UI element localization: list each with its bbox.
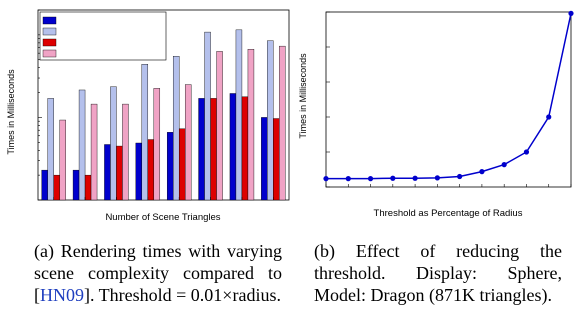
chart-b-point-10 (546, 114, 552, 120)
chart-a-plot-frame (37, 9, 290, 201)
bar-216K-2 (172, 56, 180, 201)
chart-b-point-0 (323, 176, 329, 182)
chart-b-point-3 (390, 175, 396, 181)
chart-b-y-axis-label: Times in Milliseconds (298, 53, 308, 139)
chart-a-legend-box (39, 11, 167, 61)
bar-160K-4 (153, 88, 161, 201)
chart-a-x-axis-label: Number of Scene Triangles (105, 212, 220, 223)
chart-b-point-4 (412, 175, 418, 181)
caption-a: (a) Rendering times with varying scene c… (34, 240, 282, 306)
bar-216K-4 (184, 84, 192, 201)
bar-chart-render-times: Times in Milliseconds Number of Scene Tr… (6, 9, 290, 223)
line-chart-threshold: Times in Milliseconds Threshold as Perce… (298, 10, 574, 219)
legend-swatch-4 (42, 49, 57, 58)
chart-b-point-11 (568, 10, 574, 16)
chart-b-point-2 (367, 176, 374, 182)
chart-b-x-axis-label: Threshold as Percentage of Radius (374, 208, 523, 219)
bar-69K-2 (78, 89, 86, 201)
chart-a-y-axis-label: Times in Milliseconds (6, 69, 16, 155)
caption-a-suffix: ]. Threshold = 0.01×radius. (84, 285, 281, 305)
chart-b-plot-frame (325, 11, 572, 188)
caption-a-prefix: (a) Rendering times with varying scene c… (34, 241, 282, 305)
chart-b-point-7 (479, 169, 485, 175)
chart-b-point-5 (434, 175, 440, 181)
chart-b-point-1 (345, 176, 351, 182)
bar-69K-4 (90, 103, 98, 201)
chart-b-point-8 (501, 162, 507, 168)
chart-b-series-line (326, 13, 572, 180)
bar-74K-4 (122, 103, 129, 201)
bar-74K-2 (110, 86, 117, 201)
legend-swatch-1 (42, 16, 57, 25)
bar-647K-4 (247, 49, 255, 201)
bar-16K-4 (59, 119, 66, 201)
bar-871K-4 (279, 45, 286, 201)
citation-link[interactable]: HN09 (40, 285, 84, 305)
bar-16K-2 (47, 98, 54, 201)
bar-522K-4 (216, 51, 223, 201)
bar-160K-2 (141, 64, 149, 201)
chart-b-point-6 (457, 173, 463, 180)
legend-swatch-3 (42, 38, 57, 47)
caption-b: (b) Effect of reducing the threshold. Di… (314, 241, 562, 305)
chart-b-point-9 (523, 149, 530, 155)
legend-swatch-2 (42, 27, 57, 36)
